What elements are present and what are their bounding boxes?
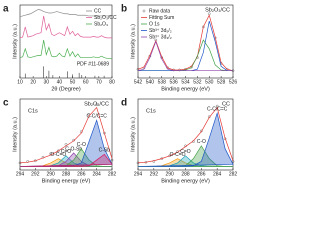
legend-label: Sb³⁺ 3d₅/₂ (149, 28, 172, 34)
panel-title: CC (222, 101, 230, 107)
legend-label: Sb₂O₃/CC (94, 15, 117, 21)
stick-label: PDF #11-0689 (77, 61, 109, 67)
x-tick-label: 292 (150, 171, 159, 177)
x-tick-label: 528 (217, 79, 226, 85)
x-tick-label: 10 (17, 79, 23, 85)
peak-label: C-Sb (99, 148, 111, 154)
x-axis-label: Binding energy (eV) (161, 86, 210, 92)
legend-label: Raw data (149, 8, 170, 14)
x-tick-label: 282 (229, 171, 238, 177)
x-tick-label: 532 (193, 79, 202, 85)
legend-label: Sb₂O₃ (94, 21, 108, 27)
x-tick-label: 50 (70, 79, 76, 85)
peak-label: O-C=O (50, 152, 66, 158)
panel-letter: a (3, 4, 9, 15)
legend-symbol (142, 9, 146, 13)
x-tick-label: 60 (83, 79, 89, 85)
raw-point (26, 160, 29, 163)
x-tick-label: 288 (62, 171, 71, 177)
annotation: C1s (146, 108, 156, 114)
x-tick-label: 286 (77, 171, 86, 177)
legend-label: Sb³⁺ 3d₃/₂ (149, 34, 172, 40)
raw-point (110, 158, 114, 162)
x-tick-label: 294 (16, 171, 25, 177)
curve (137, 106, 234, 164)
y-axis-label: Intensity (a.u.) (130, 117, 136, 152)
x-tick-label: 294 (134, 171, 143, 177)
x-axis-label: 2θ (Degree) (51, 86, 81, 92)
x-tick-label: 286 (197, 171, 206, 177)
x-tick-label: 530 (205, 79, 214, 85)
panel-letter: c (3, 98, 9, 109)
x-tick-label: 290 (46, 171, 55, 177)
peak-label: C-O-Sb (65, 146, 82, 152)
panel-letter: d (121, 98, 127, 109)
legend-label: CC (94, 8, 102, 14)
x-tick-label: 538 (158, 79, 167, 85)
x-tick-label: 30 (44, 79, 50, 85)
panel-title: Sb₂O₃/CC (205, 7, 230, 13)
x-tick-label: 540 (146, 79, 155, 85)
x-tick-label: 290 (165, 171, 174, 177)
raw-point (152, 160, 156, 163)
y-axis-label: Intensity (a.u.) (12, 24, 18, 59)
peak-label: C-O (197, 139, 206, 145)
figure: a 10 20 30 40 50 60 70 80 2θ (Degree) Intensity (a… (3, 4, 238, 185)
component-peak (137, 111, 234, 167)
legend-label: Fitting Sum (149, 15, 174, 21)
peak-label: C-O (77, 142, 86, 148)
panel-title: Sb₂O₃/CC (84, 101, 109, 107)
x-axis-label: Binding energy (eV) (42, 178, 91, 184)
x-tick-label: 80 (109, 79, 115, 85)
curve (19, 9, 112, 18)
raw-point (57, 149, 60, 153)
y-axis-label: Intensity (a.u.) (130, 24, 136, 59)
peak-label: C=O (61, 149, 72, 155)
x-tick-label: 40 (57, 79, 63, 85)
raw-point (95, 103, 98, 106)
legend-label: O 1s (149, 21, 160, 27)
curve (137, 14, 234, 72)
x-tick-label: 526 (229, 79, 238, 85)
plot-frame (19, 4, 113, 79)
annotation: C1s (28, 108, 38, 114)
raw-point (168, 154, 171, 158)
x-tick-label: 288 (181, 171, 190, 177)
curve (137, 40, 233, 72)
x-tick-label: 534 (181, 79, 190, 85)
x-tick-label: 536 (169, 79, 178, 85)
panel-letter: b (121, 4, 127, 15)
peak-label: C-C/C=C (86, 114, 107, 120)
component-peak (19, 153, 113, 167)
peak-label: C-C/C=C (207, 107, 228, 113)
y-axis-label: Intensity (a.u.) (12, 117, 18, 152)
x-tick-label: 542 (134, 79, 143, 85)
peak-label: O-C=O (170, 152, 186, 158)
curve (19, 15, 112, 39)
peak-label: C=O (180, 149, 191, 155)
x-tick-label: 70 (96, 79, 102, 85)
x-tick-label: 20 (30, 79, 36, 85)
x-tick-label: 284 (92, 171, 101, 177)
x-axis-label: Binding energy (eV) (161, 178, 210, 184)
x-tick-label: 282 (108, 171, 117, 177)
x-tick-label: 284 (213, 171, 222, 177)
x-tick-label: 292 (31, 171, 40, 177)
curve (19, 39, 112, 59)
curve (19, 106, 113, 164)
